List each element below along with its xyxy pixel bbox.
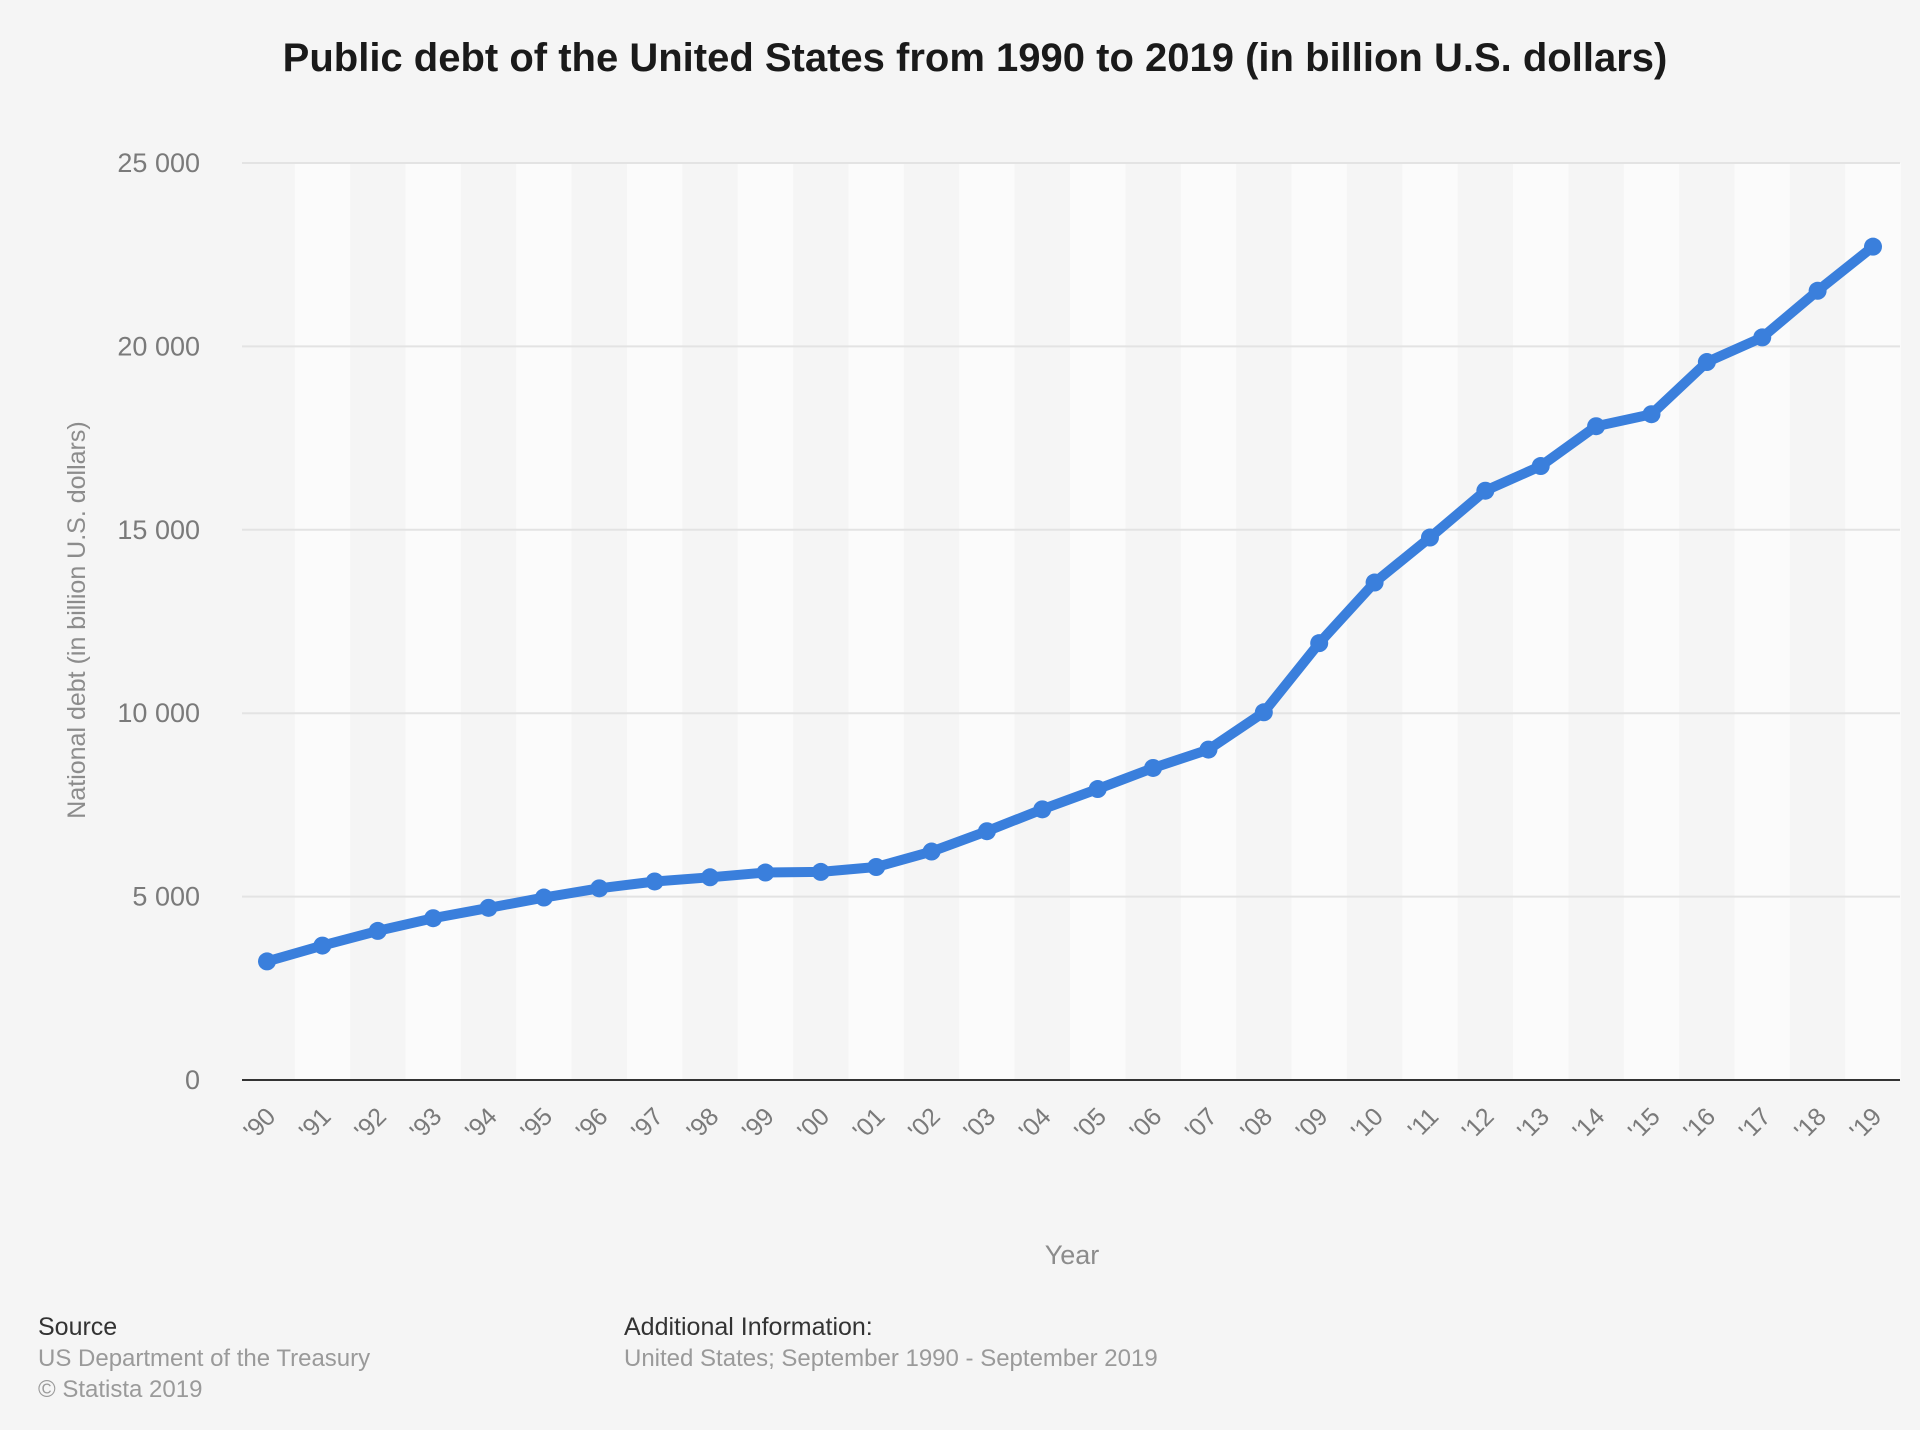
column-band: [516, 163, 572, 1080]
data-point[interactable]: [645, 872, 664, 891]
additional-info-line: United States; September 1990 - Septembe…: [624, 1345, 1158, 1372]
data-point[interactable]: [867, 857, 886, 876]
column-band: [737, 163, 794, 1080]
data-point[interactable]: [1642, 405, 1661, 424]
x-tick-label: '91: [294, 1102, 337, 1145]
data-point[interactable]: [701, 868, 720, 887]
x-tick-label: '19: [1844, 1102, 1887, 1145]
x-tick-label: '96: [571, 1102, 614, 1145]
column-band: [1845, 163, 1901, 1080]
x-tick-label: '17: [1734, 1102, 1777, 1145]
x-tick-label: '08: [1235, 1102, 1278, 1145]
data-point[interactable]: [1144, 758, 1163, 777]
x-tick-label: '12: [1457, 1102, 1500, 1145]
x-tick-label: '92: [349, 1102, 392, 1145]
x-tick-label: '18: [1789, 1102, 1832, 1145]
x-tick-label: '02: [903, 1102, 946, 1145]
copyright-line: © Statista 2019: [38, 1376, 203, 1403]
data-point[interactable]: [1808, 281, 1827, 300]
x-tick-label: '04: [1014, 1102, 1057, 1145]
column-band: [1402, 163, 1458, 1080]
data-point[interactable]: [1199, 740, 1218, 759]
data-point[interactable]: [590, 879, 609, 898]
chart-series: [258, 237, 1882, 971]
x-tick-label: '00: [792, 1102, 835, 1145]
x-tick-label: '11: [1403, 1102, 1445, 1144]
source-heading: Source: [38, 1313, 118, 1341]
line-chart: 0 5 000 10 000 15 000 20 000 25 000 '90 '91 '92…: [63, 148, 1901, 1270]
x-tick-label: '16: [1678, 1102, 1721, 1145]
data-point[interactable]: [313, 936, 332, 955]
series-line: [262, 241, 1878, 967]
column-band: [626, 163, 683, 1080]
data-point[interactable]: [1365, 573, 1384, 592]
column-band: [959, 163, 1015, 1080]
data-point[interactable]: [534, 888, 553, 907]
source-block: Source US Department of the Treasury © S…: [38, 1312, 370, 1405]
data-point[interactable]: [258, 952, 276, 971]
y-axis-label: National debt (in billion U.S. dollars): [63, 421, 91, 818]
column-band: [1623, 163, 1680, 1080]
y-tick-label: 10 000: [117, 698, 200, 728]
x-tick-label: '09: [1291, 1102, 1334, 1145]
x-tick-label: '98: [681, 1102, 724, 1145]
additional-info-block: Additional Information: United States; S…: [624, 1312, 1158, 1374]
data-point[interactable]: [1088, 780, 1107, 799]
y-tick-label: 0: [185, 1065, 200, 1095]
column-band: [294, 163, 351, 1080]
y-tick-label: 5 000: [132, 882, 200, 912]
x-tick-label: '15: [1623, 1102, 1666, 1145]
data-point[interactable]: [1420, 528, 1439, 547]
data-point[interactable]: [756, 863, 775, 882]
x-axis-label: Year: [1045, 1240, 1100, 1270]
data-point[interactable]: [922, 842, 941, 861]
data-point[interactable]: [1753, 328, 1772, 347]
data-point[interactable]: [1254, 703, 1273, 722]
x-tick-label: '93: [405, 1102, 448, 1145]
data-point[interactable]: [1864, 237, 1882, 256]
x-tick-label: '13: [1512, 1102, 1555, 1145]
data-point[interactable]: [1531, 457, 1550, 476]
data-point[interactable]: [1697, 353, 1716, 372]
source-line: US Department of the Treasury: [38, 1345, 371, 1372]
column-band: [1180, 163, 1237, 1080]
y-axis-ticks: 0 5 000 10 000 15 000 20 000 25 000: [117, 148, 200, 1095]
additional-info-heading: Additional Information:: [624, 1313, 873, 1341]
data-point[interactable]: [1476, 481, 1495, 500]
column-band: [1513, 163, 1569, 1080]
data-point[interactable]: [1587, 417, 1606, 436]
column-band: [848, 163, 904, 1080]
x-tick-label: '06: [1124, 1102, 1167, 1145]
data-point[interactable]: [479, 898, 498, 917]
data-point[interactable]: [1033, 800, 1052, 819]
data-point[interactable]: [811, 862, 830, 881]
x-tick-label: '10: [1346, 1102, 1389, 1145]
column-band: [405, 163, 461, 1080]
y-tick-label: 20 000: [117, 331, 200, 361]
data-point[interactable]: [977, 822, 996, 841]
column-band: [1734, 163, 1790, 1080]
data-point[interactable]: [424, 909, 443, 928]
x-tick-label: '05: [1069, 1102, 1112, 1145]
x-tick-label: '95: [515, 1102, 558, 1145]
x-tick-label: '03: [958, 1102, 1001, 1145]
data-point[interactable]: [1310, 634, 1329, 653]
x-axis-ticks: '90 '91 '92 '93 '94 '95 '96 '97 '98 '99 '00 '01 '02 '…: [238, 1102, 1887, 1145]
x-tick-label: '14: [1567, 1102, 1610, 1145]
x-tick-label: '97: [626, 1102, 669, 1145]
x-tick-label: '01: [848, 1102, 891, 1145]
x-tick-label: '94: [460, 1102, 503, 1145]
x-tick-label: '90: [238, 1102, 281, 1145]
chart-title: Public debt of the United States from 19…: [282, 36, 1668, 80]
column-band: [1070, 163, 1126, 1080]
chart-grid: [242, 162, 1900, 1081]
data-point[interactable]: [368, 921, 387, 940]
chart-bands: [294, 163, 1901, 1080]
x-tick-label: '99: [737, 1102, 780, 1145]
x-tick-label: '07: [1180, 1102, 1223, 1145]
y-tick-label: 25 000: [117, 148, 200, 178]
y-tick-label: 15 000: [117, 515, 200, 545]
